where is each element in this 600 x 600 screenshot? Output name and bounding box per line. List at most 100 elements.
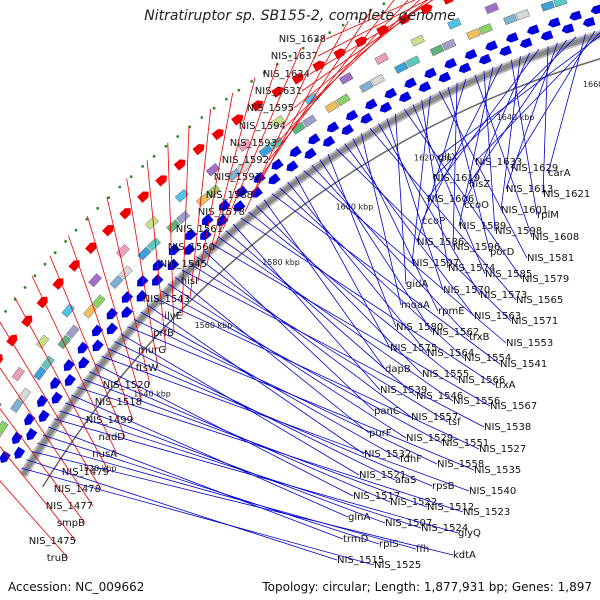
gene-label: rpsB	[432, 481, 455, 492]
gene-label-leader	[218, 236, 454, 402]
gene-label: NIS_1554	[464, 353, 511, 364]
reverse-gene-arrow	[499, 45, 512, 56]
gene-label-leader	[295, 176, 391, 349]
forward-gene-arrow	[271, 86, 284, 98]
feature-block	[237, 138, 253, 152]
gene-label: NIS_1598	[495, 226, 542, 237]
forward-gene-arrow	[68, 260, 80, 272]
gene-label: NIS_1556	[453, 396, 500, 407]
gene-label: NIS_1574	[448, 263, 495, 274]
feature-block	[88, 273, 103, 288]
gene-label-leader	[153, 297, 480, 450]
gene-label-leader	[378, 123, 481, 296]
gene-label: trxB	[469, 332, 490, 343]
reverse-gene-arrow	[24, 413, 36, 426]
gene-label: NIS_1553	[506, 338, 553, 349]
gene-label-leader	[510, 59, 538, 216]
tick-dot	[355, 16, 358, 20]
gene-label: rplM	[537, 210, 559, 221]
feature-block	[324, 100, 340, 114]
gene-label-leader	[87, 215, 143, 403]
gene-label: NIS_1561	[176, 224, 223, 235]
tick-dot	[237, 88, 241, 92]
gene-label: moaA	[401, 300, 430, 311]
gene-label-leader	[0, 367, 94, 507]
gene-label-leader	[14, 296, 110, 473]
gene-label-leader	[181, 269, 485, 428]
accession-text: Accession: NC_009662	[8, 580, 144, 594]
gene-label-leader	[37, 442, 417, 550]
feature-block	[176, 210, 191, 225]
gene-label-leader	[483, 70, 496, 232]
reverse-gene-arrow	[590, 4, 600, 15]
reverse-gene-arrow	[424, 67, 437, 79]
reverse-gene-arrow	[183, 243, 196, 255]
gene-label-leader	[0, 321, 102, 490]
position-tick-label: 1580 kbp	[262, 258, 300, 267]
forward-gene-arrow	[85, 242, 97, 254]
gene-label: glyQ	[458, 528, 481, 539]
gene-label-leader	[146, 160, 167, 351]
gene-label-leader	[197, 92, 234, 282]
gene-label-leader	[369, 128, 517, 301]
gene-label: NIS_1592	[222, 155, 269, 166]
feature-block	[33, 366, 47, 381]
gene-label: alaS	[395, 475, 416, 486]
gene-label: gltX	[438, 152, 458, 163]
gene-label: NIS_1478	[54, 484, 101, 495]
gene-label: NIS_1637	[271, 51, 318, 62]
gene-label-leader	[248, 211, 459, 381]
reverse-gene-arrow	[438, 71, 452, 83]
reverse-gene-arrow	[458, 62, 472, 74]
forward-gene-arrow	[231, 114, 244, 126]
gene-label: NIS_1571	[511, 316, 558, 327]
gene-label: tsf	[448, 417, 461, 428]
position-tick-label: 1520 kbp	[79, 464, 117, 473]
gene-label: NIS_1523	[463, 507, 510, 518]
tick-dot	[382, 2, 386, 6]
gene-label-leader	[196, 256, 412, 418]
gene-label-leader	[463, 52, 530, 206]
gene-label: nusA	[92, 449, 117, 460]
tick-dot	[141, 165, 145, 168]
gene-label: trxA	[495, 380, 516, 391]
gene-label-leader	[206, 77, 256, 265]
reverse-gene-arrow	[485, 40, 498, 51]
reverse-gene-arrow	[526, 24, 540, 35]
tick-dot	[129, 175, 133, 179]
gene-label-leader	[438, 91, 528, 259]
reverse-gene-arrow	[464, 48, 478, 60]
gene-label: NIS_1546	[416, 391, 463, 402]
feature-block	[35, 334, 50, 349]
reverse-gene-arrow	[137, 275, 149, 287]
gene-label: glnA	[348, 512, 370, 523]
feature-block	[91, 294, 106, 309]
gene-label: panC	[374, 406, 400, 417]
gene-label-leader	[160, 290, 443, 444]
gene-label: NIS_1539	[380, 385, 427, 396]
forward-gene-arrow	[119, 208, 131, 220]
tick-dot	[262, 71, 266, 75]
tick-dot	[341, 23, 345, 27]
forward-gene-arrow	[251, 100, 264, 112]
gene-label-leader	[309, 0, 434, 75]
feature-block	[441, 38, 457, 51]
feature-block	[258, 144, 273, 158]
feature-block	[515, 9, 530, 21]
gene-label: NIS_1475	[29, 536, 76, 547]
reverse-gene-arrow	[64, 373, 76, 386]
forward-gene-arrow	[137, 191, 149, 203]
reverse-gene-arrow	[136, 290, 148, 302]
reverse-gene-arrow	[11, 431, 23, 445]
gene-label: fdhF	[400, 454, 422, 465]
gene-label: NIS_1532	[364, 449, 411, 460]
feature-block	[17, 387, 32, 403]
gene-label-leader	[505, 42, 558, 190]
tick-dot	[315, 38, 318, 42]
genome-ring-layer	[19, 30, 600, 488]
gene-label-leader	[126, 178, 159, 369]
forward-gene-arrow	[0, 354, 3, 367]
reverse-gene-arrow	[399, 91, 412, 103]
gene-label-leader	[327, 153, 397, 328]
gene-label-leader	[361, 133, 402, 306]
